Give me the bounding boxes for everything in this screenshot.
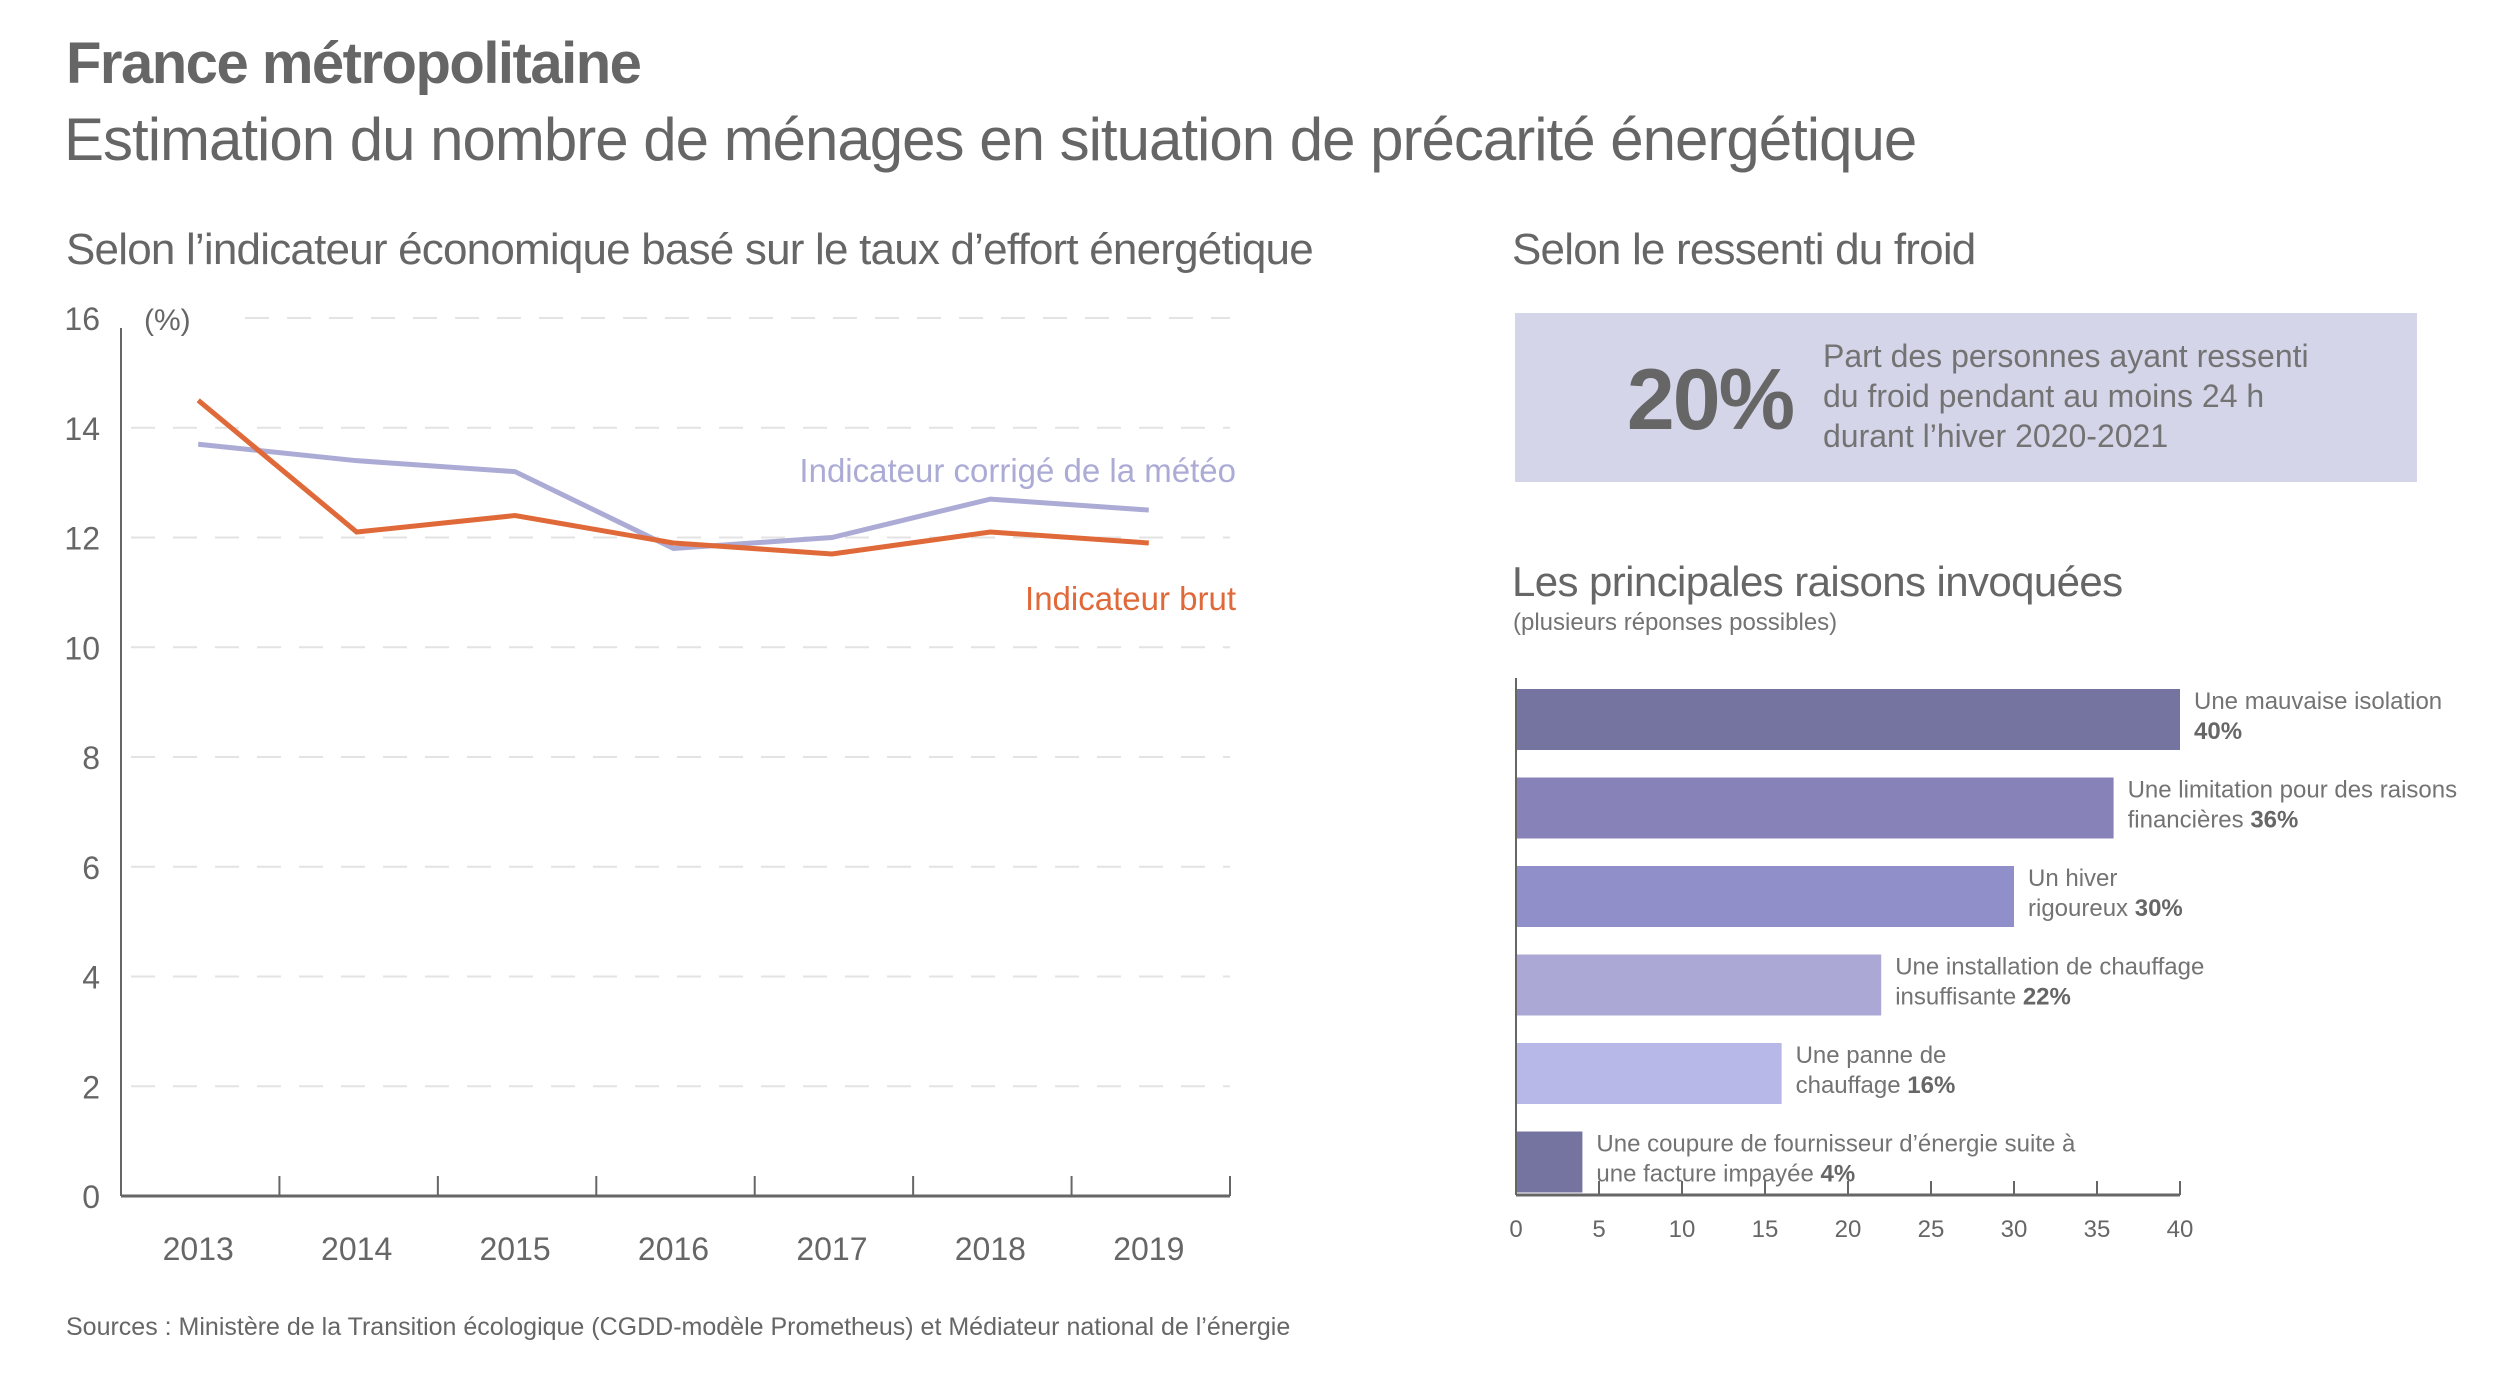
bar-value-label: 30% [2135, 895, 2183, 922]
y-tick-label: 2 [82, 1069, 100, 1105]
bar [1517, 1043, 1782, 1104]
bar [1517, 689, 2180, 750]
bar-label-text: insuffisante [1895, 984, 2023, 1011]
x-tick-label: 2017 [796, 1231, 867, 1267]
page-title: France métropolitaine [66, 31, 642, 96]
bar-chart-title: Les principales raisons invoquées [1512, 558, 2123, 605]
y-tick-label: 8 [82, 740, 100, 776]
y-tick-label: 4 [82, 960, 100, 996]
bar [1517, 777, 2114, 839]
x-tick-label: 2019 [1113, 1231, 1184, 1267]
line-chart-title: Selon l’indicateur économique basé sur l… [66, 225, 1314, 274]
x-tick-label: 2016 [638, 1231, 709, 1267]
bar-label-text: financières [2128, 807, 2251, 834]
y-tick-label: 16 [64, 301, 100, 337]
bar-label: Une panne de [1796, 1042, 1947, 1069]
kpi-line: durant l’hiver 2020-2021 [1823, 418, 2169, 454]
bar-value-label: 22% [2023, 984, 2071, 1011]
x-tick-label: 2018 [955, 1231, 1026, 1267]
bar [1517, 1131, 1583, 1193]
bar-x-tick-label: 35 [2084, 1216, 2111, 1243]
bar-chart-subtitle: (plusieurs réponses possibles) [1513, 609, 1838, 636]
y-tick-label: 6 [82, 850, 100, 886]
source-note: Sources : Ministère de la Transition éco… [66, 1313, 1291, 1341]
x-tick-label: 2015 [479, 1231, 550, 1267]
x-tick-label: 2013 [163, 1231, 234, 1267]
bar [1517, 866, 2014, 927]
y-tick-label: 10 [64, 630, 100, 666]
cold-section-title: Selon le ressenti du froid [1512, 225, 1976, 274]
bar-label-text: une facture impayée [1596, 1161, 1820, 1188]
y-axis-unit: (%) [144, 304, 191, 337]
bar-value-label: 36% [2250, 807, 2298, 834]
bar-label: chauffage 16% [1796, 1072, 1956, 1099]
bar-value-label: 40% [2194, 718, 2242, 745]
bar-value-label: 16% [1907, 1072, 1955, 1099]
bar-label: Une installation de chauffage [1895, 954, 2204, 981]
bar-label: financières 36% [2128, 807, 2299, 834]
bar-chart: 0 5 10 15 20 25 30 35 40 Une mauvaise isolation 40… [1509, 678, 2458, 1243]
bar-label: rigoureux 30% [2028, 895, 2183, 922]
bar-label: Une mauvaise isolation [2194, 688, 2442, 715]
kpi-line: du froid pendant au moins 24 h [1823, 378, 2265, 414]
bar-label: 40% [2194, 718, 2242, 745]
x-tick-label: 2014 [321, 1231, 392, 1267]
bar-label-text: chauffage [1796, 1072, 1908, 1099]
bar-label: insuffisante 22% [1895, 984, 2071, 1011]
bar-label: une facture impayée 4% [1596, 1161, 1855, 1188]
kpi-box: 20% Part des personnes ayant ressenti du… [1515, 313, 2417, 482]
bar-label: Une coupure de fournisseur d’énergie sui… [1596, 1131, 2076, 1158]
kpi-description: Part des personnes ayant ressenti du fro… [1823, 336, 2403, 456]
bar-value-label: 4% [1821, 1161, 1856, 1188]
bar-x-tick-label: 0 [1509, 1216, 1522, 1243]
bar-x-tick-label: 30 [2001, 1216, 2028, 1243]
line-chart: 0 2 4 6 8 10 12 14 16 (%) 2013 2014 2015 2016 2017 2018… [64, 301, 1236, 1267]
bar-label: Un hiver [2028, 865, 2117, 892]
kpi-value: 20% [1626, 352, 1795, 448]
y-tick-label: 14 [64, 411, 100, 447]
series-label-brut: Indicateur brut [1025, 580, 1236, 617]
y-tick-label: 12 [64, 521, 100, 557]
page-subtitle: Estimation du nombre de ménages en situa… [64, 106, 1917, 173]
bar-x-tick-label: 40 [2167, 1216, 2194, 1243]
bar-label-text: rigoureux [2028, 895, 2135, 922]
kpi-line: Part des personnes ayant ressenti [1823, 338, 2309, 374]
bar-x-tick-label: 5 [1592, 1216, 1605, 1243]
bar [1517, 954, 1882, 1016]
bar-label: Une limitation pour des raisons [2128, 777, 2458, 804]
bar-x-tick-label: 25 [1918, 1216, 1945, 1243]
y-tick-label: 0 [82, 1179, 100, 1215]
bar-x-tick-label: 10 [1669, 1216, 1696, 1243]
bar-x-tick-label: 15 [1752, 1216, 1779, 1243]
series-label-corrige: Indicateur corrigé de la météo [799, 452, 1236, 489]
bar-x-tick-label: 20 [1835, 1216, 1862, 1243]
